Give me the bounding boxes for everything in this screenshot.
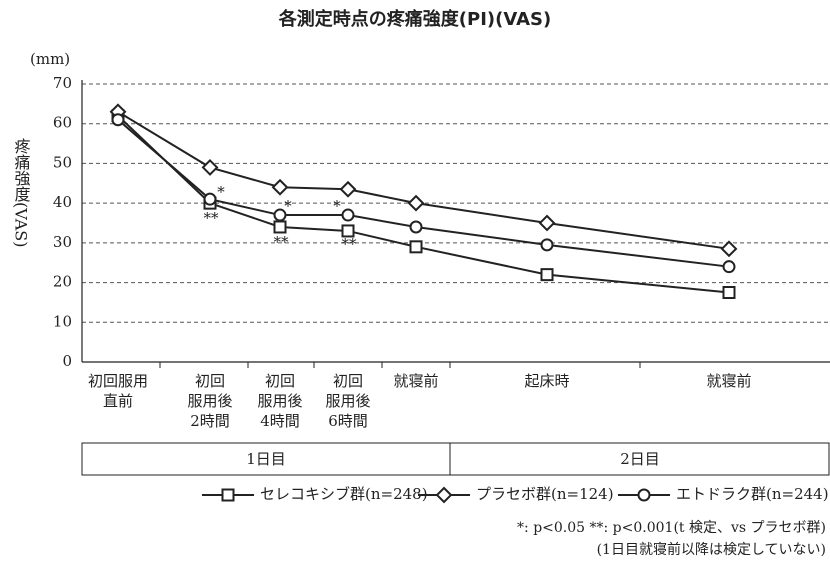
period-label: 2日目 [620,450,660,468]
y-tick-label: 40 [53,193,72,211]
x-tick-label: 初回 [195,372,225,390]
significance-mark: * [284,197,292,215]
point [273,208,287,222]
legend-marker [637,488,651,502]
x-tick-label: 就寝前 [706,372,751,390]
point [538,214,556,232]
point [409,240,423,254]
x-tick-label: 起床時 [524,372,569,390]
point [407,194,425,212]
x-tick-label: 服用後 [187,392,232,410]
y-tick-label: 70 [53,74,72,92]
x-tick-label: 服用後 [257,392,302,410]
point [111,113,125,127]
y-tick-label: 30 [53,233,72,251]
y-tick-label: 20 [53,273,72,291]
chart-title: 各測定時点の疼痛強度(PI)(VAS) [278,8,551,30]
y-tick-label: 50 [53,153,72,171]
x-tick-label: 2時間 [190,412,230,430]
y-tick-label: 10 [53,312,72,330]
significance-mark: * [217,183,225,201]
x-tick-label: 4時間 [260,412,300,430]
x-tick-label: 初回 [265,372,295,390]
significance-mark: ** [342,235,358,253]
point [409,220,423,234]
significance-mark: ** [274,233,290,251]
point [271,178,289,196]
point [339,180,357,198]
point [203,192,217,206]
footnote: (1日目就寝前以降は検定していない) [597,541,826,558]
x-tick-label: 初回 [333,372,363,390]
x-tick-label: 初回服用 [88,372,148,390]
footnote: *: p<0.05 **: p<0.001(t 検定、vs プラセボ群) [517,520,826,536]
point [201,158,219,176]
point [722,260,736,274]
legend-label: エトドラク群(n=244) [676,485,829,503]
point [273,220,287,234]
legend-marker [435,486,453,504]
legend-label: セレコキシブ群(n=248) [260,485,428,503]
significance-mark: * [333,197,341,215]
legend-marker [221,488,235,502]
y-tick-label: 0 [62,352,72,370]
point [341,224,355,238]
period-label: 1日目 [246,450,286,468]
point [341,208,355,222]
x-tick-label: 就寝前 [393,372,438,390]
point [540,238,554,252]
point [540,268,554,282]
significance-mark: ** [204,209,220,227]
y-axis-label: 疼痛強度(VAS) [12,138,31,247]
point [720,240,738,258]
period-box [81,442,830,476]
point [722,286,736,299]
y-unit: (mm) [30,50,70,68]
y-tick-label: 60 [53,114,72,132]
legend-label: プラセボ群(n=124) [476,485,614,503]
x-tick-label: 6時間 [328,412,368,430]
x-tick-label: 服用後 [325,392,370,410]
x-tick-label: 直前 [103,392,133,410]
